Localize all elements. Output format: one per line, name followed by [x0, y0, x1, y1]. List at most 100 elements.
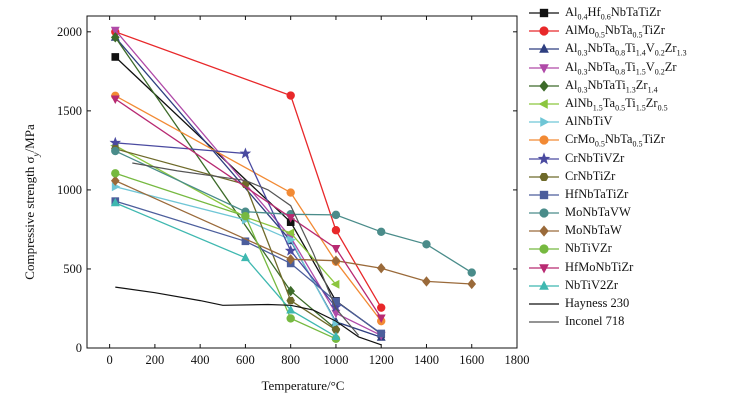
- legend-swatch: [529, 63, 559, 74]
- series-layer: [109, 26, 477, 346]
- x-tick-label: 800: [281, 353, 300, 367]
- data-point: [110, 32, 120, 43]
- legend-item: HfNbTaTiZr: [528, 186, 743, 204]
- data-point: [286, 254, 296, 265]
- series-15: [110, 197, 341, 341]
- legend-label: Hayness 230: [565, 295, 629, 312]
- data-point: [539, 63, 549, 74]
- data-point: [377, 227, 386, 236]
- x-axis-title: Temperature/°C: [262, 378, 345, 393]
- legend-label: Al0.3NbTa0.8Ti1.5V0.2Zr: [565, 59, 677, 81]
- legend-swatch: [529, 225, 559, 237]
- legend-label: AlNb1.5Ta0.5Ti1.5Zr0.5: [565, 95, 668, 117]
- legend-item: MoNbTaW: [528, 222, 743, 240]
- data-point: [286, 214, 296, 223]
- data-point: [285, 228, 295, 238]
- series-line: [115, 202, 337, 338]
- data-point: [537, 151, 551, 164]
- legend-label-part: TiZr: [642, 23, 665, 38]
- legend-item: Al0.3NbTaTi1.3Zr1.4: [528, 77, 743, 95]
- data-point: [240, 252, 250, 262]
- legend-item: Al0.4Hf0.6NbTaTiZr: [528, 4, 743, 22]
- legend-label-part: Ta: [602, 95, 616, 110]
- legend-swatch: [529, 26, 559, 36]
- series-line: [114, 29, 382, 336]
- series-17: [132, 162, 360, 336]
- legend-item: Al0.3NbTa0.8Ti1.4V0.2Zr1.3: [528, 40, 743, 58]
- data-point: [539, 225, 549, 237]
- y-tick-label: 0: [76, 341, 82, 355]
- legend-swatch: [529, 321, 559, 323]
- legend-item: CrMo0.5NbTa0.5TiZr: [528, 131, 743, 149]
- legend-label: CrNbTiZr: [565, 168, 615, 185]
- y-tick-label: 500: [63, 262, 82, 276]
- legend-label-part: NbTa: [604, 23, 633, 38]
- legend-label-subscript: 0.2: [654, 48, 665, 58]
- legend-item: AlNb1.5Ta0.5Ti1.5Zr0.5: [528, 95, 743, 113]
- data-point: [376, 262, 386, 274]
- data-point: [241, 237, 250, 246]
- data-point: [111, 146, 120, 156]
- series-13: [111, 169, 341, 344]
- legend-label-part: Hf: [587, 5, 601, 19]
- series-12: [110, 175, 477, 290]
- data-point: [287, 235, 296, 245]
- legend-item: HfMoNbTiZr: [528, 259, 743, 277]
- data-point: [286, 91, 295, 100]
- legend-label: Inconel 718: [565, 313, 624, 330]
- legend-label-part: NbTa: [587, 41, 616, 56]
- legend-label-subscript: 1.4: [647, 85, 658, 95]
- legend-swatch: [529, 172, 559, 181]
- legend-label-part: Zr: [664, 41, 677, 56]
- legend-label-subscript: 0.4: [577, 12, 588, 22]
- legend-label-part: Al: [565, 5, 578, 19]
- data-point: [110, 197, 120, 207]
- legend-swatch: [529, 280, 559, 290]
- data-point: [467, 268, 476, 277]
- legend-label: CrMo0.5NbTa0.5TiZr: [565, 131, 665, 153]
- series-line: [114, 36, 337, 330]
- data-point: [241, 211, 250, 221]
- legend-label-part: TiZr: [642, 132, 665, 147]
- data-point: [286, 285, 296, 297]
- legend-label-part: Hayness 230: [565, 296, 630, 310]
- series-7: [111, 91, 386, 326]
- legend-label-part: MoNbTaVW: [565, 205, 631, 220]
- data-point: [110, 95, 120, 105]
- legend-label-part: Zr: [664, 59, 677, 74]
- series-line: [115, 286, 382, 346]
- series-line: [115, 186, 337, 324]
- legend-label-subscript: 0.5: [632, 139, 643, 149]
- data-point: [331, 309, 341, 319]
- series-line: [114, 95, 382, 322]
- legend-item: Hayness 230: [528, 295, 743, 313]
- legend-label-part: HfNbTaTiZr: [565, 186, 629, 201]
- data-point: [422, 276, 431, 287]
- legend-label-part: NbTa: [604, 132, 633, 147]
- x-tick-label: 0: [107, 353, 113, 367]
- legend-label: MoNbTaVW: [565, 204, 631, 221]
- legend-label-part: Ti: [625, 95, 636, 110]
- legend-swatch: [529, 303, 559, 305]
- legend-label-part: Al: [565, 59, 578, 74]
- data-point: [331, 226, 341, 235]
- legend-label-part: HfMoNbTiZr: [565, 259, 634, 274]
- legend-item: NbTiVZr: [528, 240, 743, 258]
- y-tick-label: 1500: [57, 104, 82, 118]
- legend-label-subscript: 0.3: [577, 48, 588, 58]
- legend-swatch: [529, 263, 559, 274]
- data-point: [540, 117, 550, 127]
- legend-label-subscript: 0.3: [577, 85, 588, 95]
- data-point: [286, 296, 295, 305]
- legend-swatch: [529, 151, 559, 164]
- legend-label-part: NbTiV2Zr: [565, 277, 619, 292]
- series-line: [115, 180, 472, 285]
- legend-label-subscript: 1.3: [625, 85, 636, 95]
- legend-label-part: Ti: [625, 41, 636, 56]
- series-11: [111, 146, 476, 277]
- data-point: [331, 255, 341, 266]
- data-point: [331, 244, 341, 254]
- data-point: [539, 135, 549, 145]
- data-point: [111, 169, 120, 178]
- data-point: [539, 172, 549, 181]
